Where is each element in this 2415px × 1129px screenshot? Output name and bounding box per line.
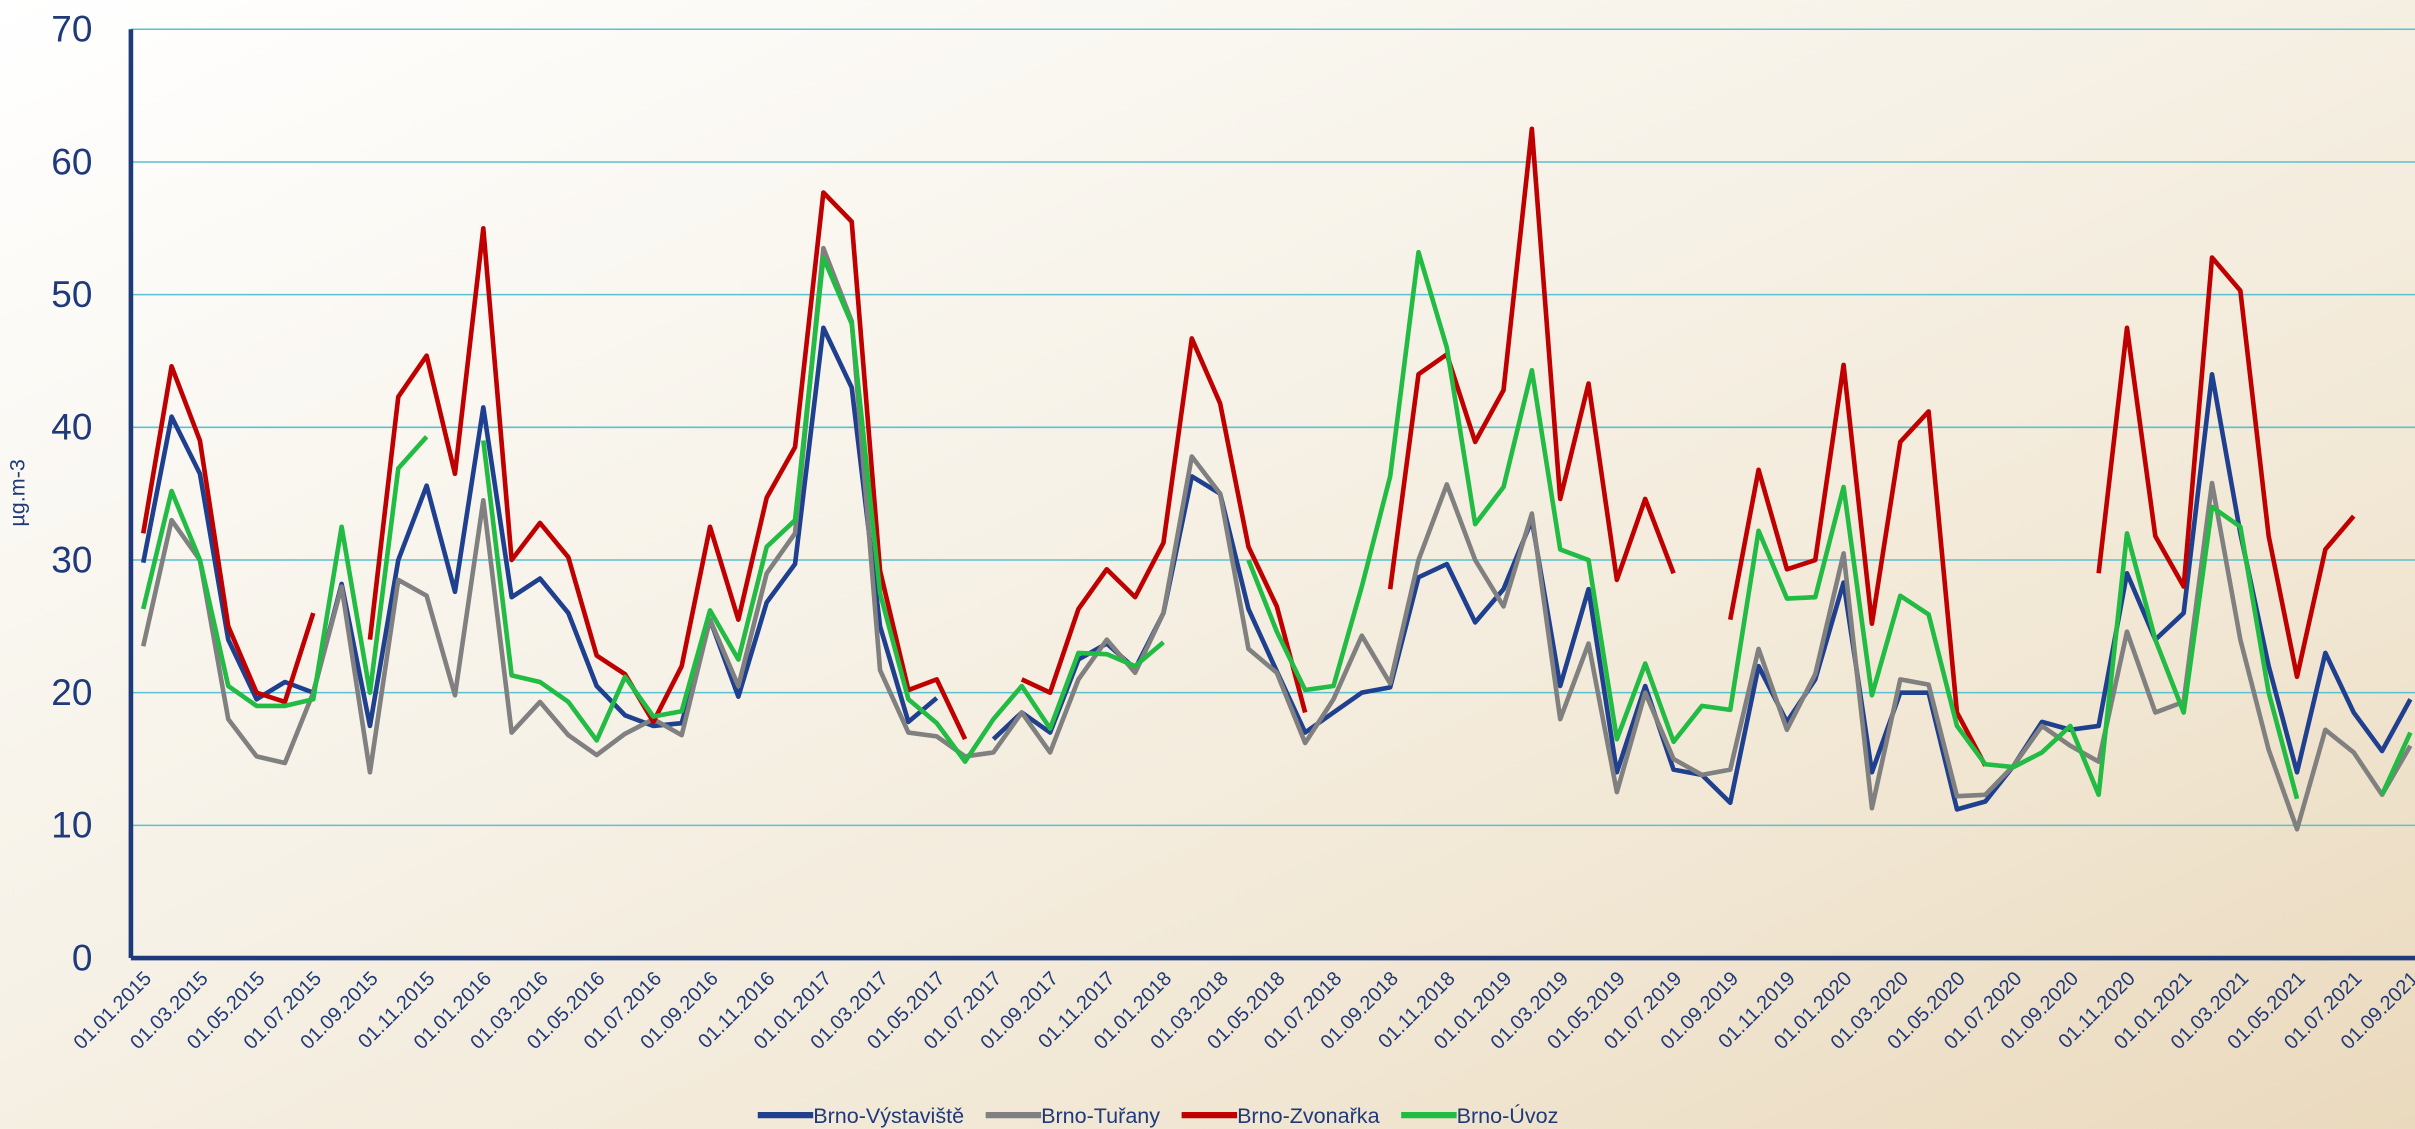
legend-label: Brno-Tuřany	[1041, 1103, 1160, 1128]
y-tick-label: 20	[51, 672, 92, 713]
series-line	[140, 325, 939, 729]
series-line	[140, 245, 2413, 832]
series-line	[2096, 255, 2356, 680]
series-line	[1727, 362, 1988, 767]
series-line	[140, 435, 429, 709]
y-axis-label: µg.m-3	[5, 459, 30, 527]
y-tick-label: 40	[51, 407, 92, 448]
legend-label: Brno-Výstaviště	[813, 1103, 964, 1128]
series-line	[1387, 126, 1676, 590]
series-line	[1246, 249, 2300, 800]
y-tick-label: 30	[51, 539, 92, 580]
y-tick-label: 0	[72, 937, 93, 978]
y-tick-label: 10	[51, 805, 92, 846]
series-line	[1020, 336, 1308, 714]
y-tick-label: 70	[51, 9, 92, 50]
series-line	[367, 190, 968, 741]
y-tick-label: 60	[51, 141, 92, 182]
legend-label: Brno-Úvoz	[1457, 1103, 1559, 1128]
legend: Brno-Výstaviště Brno-Tuřany Brno-Zvonařka B…	[757, 1103, 1559, 1128]
series-line	[481, 255, 1165, 764]
legend-label: Brno-Zvonařka	[1237, 1103, 1380, 1128]
y-tick-label: 50	[51, 274, 92, 315]
series-line	[140, 363, 316, 705]
series-line	[2379, 731, 2413, 796]
